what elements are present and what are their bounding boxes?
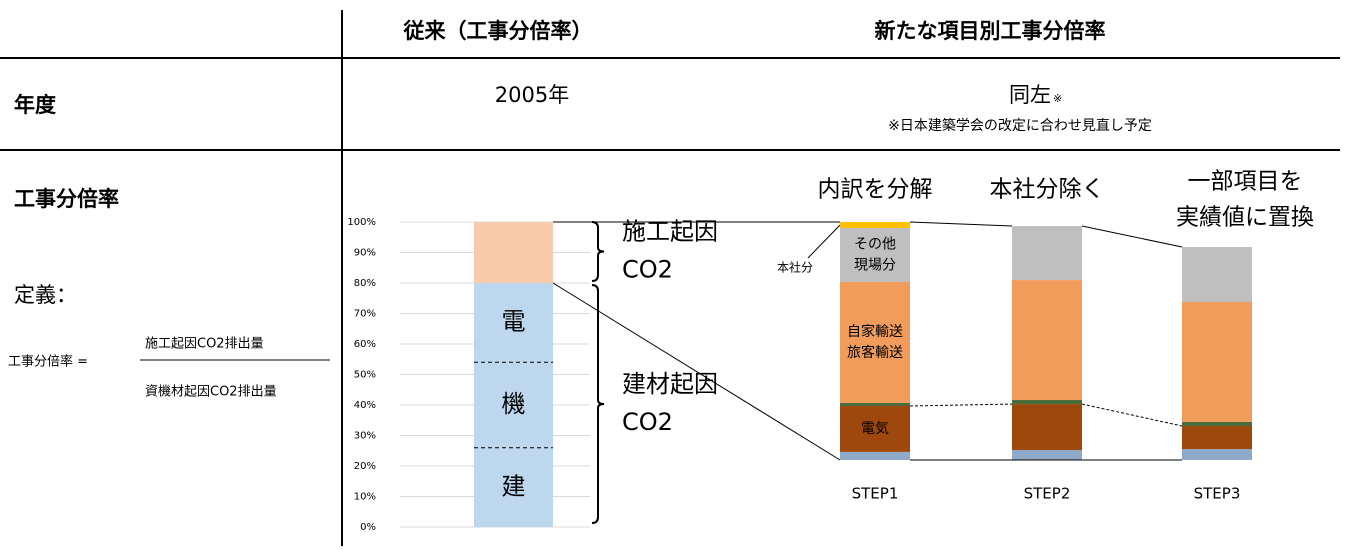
bar-segment: [474, 222, 553, 283]
y-tick-label: 30%: [354, 431, 376, 442]
x-tick-label: STEP2: [1024, 485, 1071, 503]
year-new: 同左: [1009, 83, 1051, 107]
y-tick-label: 60%: [354, 339, 376, 350]
y-tick-label: 0%: [360, 522, 376, 533]
y-tick-label: 10%: [354, 492, 376, 503]
formula-numerator: 施工起因CO2排出量: [145, 337, 264, 352]
segment-label: 機: [502, 390, 526, 418]
bar-segment: [1012, 226, 1082, 281]
segment-label: 電気: [861, 421, 889, 437]
definition: 定義：: [14, 283, 77, 307]
y-tick-label: 40%: [354, 400, 376, 411]
bar-segment: [1182, 301, 1252, 422]
bar-segment: [474, 283, 553, 363]
step-note: 一部項目を: [1188, 169, 1303, 195]
year-old: 2005年: [495, 83, 569, 107]
outside-label: 本社分: [777, 260, 813, 275]
note-mark: ※: [1053, 92, 1062, 105]
bar-segment: [1012, 404, 1082, 451]
x-tick-label: STEP3: [1194, 485, 1241, 503]
bar-segment: [1012, 450, 1082, 460]
connector: [909, 403, 1013, 407]
segment-label: 旅客輸送: [847, 344, 903, 361]
x-tick-label: STEP1: [852, 485, 899, 503]
bar-segment: [1182, 246, 1252, 302]
row-label: 年度: [14, 93, 56, 117]
connector: [1081, 225, 1183, 248]
leader: [807, 224, 841, 259]
bar-segment: [474, 447, 553, 527]
brace-label: 建材起因: [622, 370, 718, 398]
y-tick-label: 100%: [347, 217, 376, 228]
segment-label: その他: [854, 236, 896, 252]
segment-label: 現場分: [854, 257, 896, 273]
connector: [1081, 403, 1183, 427]
brace-label: CO2: [622, 408, 673, 436]
segment-label: 建: [502, 472, 526, 500]
step-note: 内訳を分解: [818, 177, 933, 203]
bar-segment: [1182, 421, 1252, 426]
brace: [591, 284, 605, 524]
step-note: 本社分除く: [990, 177, 1105, 203]
bar-segment: [1182, 449, 1252, 460]
bar-segment: [840, 281, 910, 403]
y-tick-label: 80%: [354, 278, 376, 289]
bar-segment: [474, 362, 553, 448]
segment-label: 電: [502, 308, 526, 336]
y-tick-label: 70%: [354, 309, 376, 320]
bar-segment: [840, 405, 910, 452]
bar-segment: [840, 451, 910, 460]
step-note: 実績値に置換: [1176, 205, 1314, 231]
y-tick-label: 20%: [354, 461, 376, 472]
bar-segment: [840, 227, 910, 282]
brace: [591, 221, 605, 282]
row-label: 工事分倍率: [14, 187, 119, 211]
y-tick-label: 90%: [354, 248, 376, 259]
formula-denominator: 資機材起因CO2排出量: [145, 385, 277, 400]
bar-segment: [1182, 425, 1252, 450]
bar-segment: [1012, 280, 1082, 401]
connector: [909, 221, 1013, 227]
y-tick-label: 50%: [354, 370, 376, 381]
header-new: 新たな項目別工事分倍率: [875, 19, 1106, 43]
formula-lhs: 工事分倍率 =: [8, 354, 88, 370]
note: ※日本建築学会の改定に合わせ見直し予定: [888, 117, 1152, 134]
segment-label: 自家輸送: [847, 323, 903, 340]
header-old: 従来（工事分倍率）: [403, 19, 593, 43]
brace-label: CO2: [622, 256, 673, 284]
bar-segment: [1012, 400, 1082, 405]
bar-segment: [840, 222, 910, 228]
bar-segment: [840, 402, 910, 406]
connector: [552, 282, 841, 461]
